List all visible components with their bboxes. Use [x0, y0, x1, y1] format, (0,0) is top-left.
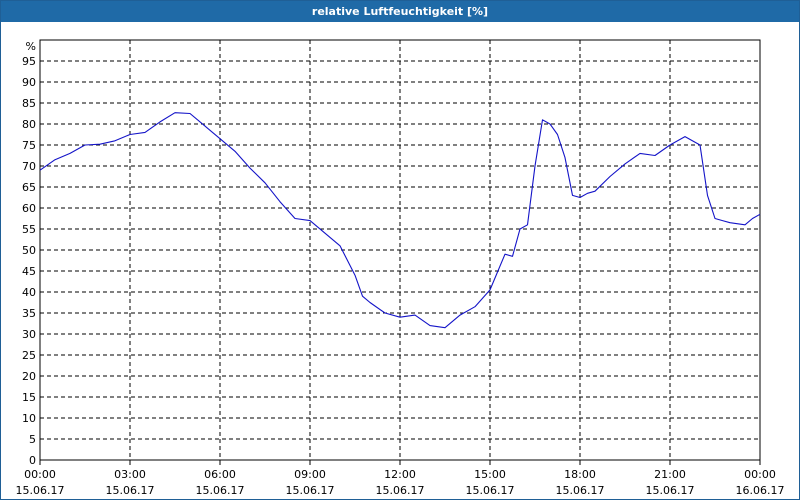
- x-tick-date-label: 15.06.17: [196, 484, 245, 497]
- plot-area-frame: [39, 39, 761, 461]
- x-tick-time-label: 06:00: [204, 468, 236, 481]
- x-tick-time-label: 09:00: [294, 468, 326, 481]
- x-tick-date-label: 15.06.17: [466, 484, 515, 497]
- chart-title: relative Luftfeuchtigkeit [%]: [1, 1, 799, 22]
- y-tick-label: 0: [29, 454, 36, 467]
- y-tick-label: 5: [29, 433, 36, 446]
- x-tick-date-label: 15.06.17: [556, 484, 605, 497]
- y-tick-label: 90: [22, 76, 36, 89]
- x-tick-date-label: 15.06.17: [376, 484, 425, 497]
- x-tick-time-label: 18:00: [564, 468, 596, 481]
- y-tick-label: 25: [22, 349, 36, 362]
- x-tick-date-label: 15.06.17: [106, 484, 155, 497]
- y-tick-label: 40: [22, 286, 36, 299]
- x-tick-time-label: 15:00: [474, 468, 506, 481]
- x-tick-time-label: 21:00: [654, 468, 686, 481]
- y-tick-label: 75: [22, 139, 36, 152]
- x-tick-time-label: 00:00: [744, 468, 776, 481]
- y-tick-label: 45: [22, 265, 36, 278]
- y-tick-label: 85: [22, 97, 36, 110]
- x-tick-time-label: 12:00: [384, 468, 416, 481]
- y-tick-label: 60: [22, 202, 36, 215]
- y-tick-label: 95: [22, 55, 36, 68]
- x-tick-time-label: 03:00: [114, 468, 146, 481]
- y-tick-label: 65: [22, 181, 36, 194]
- y-tick-label: 50: [22, 244, 36, 257]
- y-tick-label: 35: [22, 307, 36, 320]
- x-tick-date-label: 15.06.17: [646, 484, 695, 497]
- x-tick-time-label: 00:00: [24, 468, 56, 481]
- x-tick-date-label: 15.06.17: [16, 484, 65, 497]
- x-tick-date-label: 16.06.17: [736, 484, 785, 497]
- x-tick-date-label: 15.06.17: [286, 484, 335, 497]
- y-tick-label: 15: [22, 391, 36, 404]
- y-tick-label: 30: [22, 328, 36, 341]
- y-tick-label: 20: [22, 370, 36, 383]
- series-line-humidity: [39, 112, 761, 329]
- y-axis-unit: %: [26, 40, 36, 53]
- y-tick-label: 10: [22, 412, 36, 425]
- y-tick-label: 70: [22, 160, 36, 173]
- y-tick-label: 80: [22, 118, 36, 131]
- y-tick-label: 55: [22, 223, 36, 236]
